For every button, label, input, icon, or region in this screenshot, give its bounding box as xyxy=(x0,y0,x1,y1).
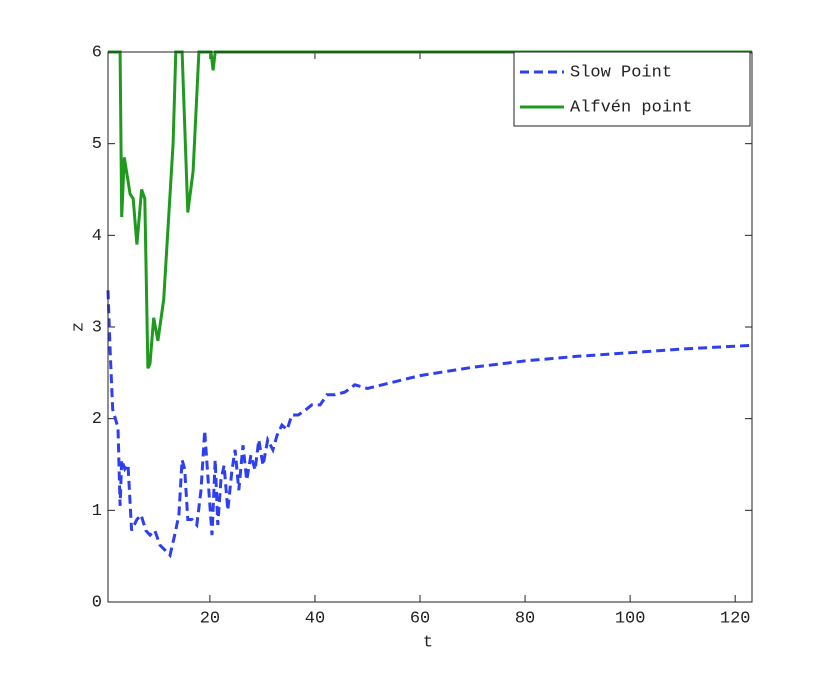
x-tick-label: 20 xyxy=(200,609,220,628)
x-tick-label: 100 xyxy=(615,609,646,628)
x-axis-label: t xyxy=(423,633,433,652)
legend-box xyxy=(513,51,751,127)
y-tick-label: 0 xyxy=(92,593,102,612)
legend-label: Alfvén point xyxy=(570,98,692,117)
y-axis-label: z xyxy=(69,322,88,332)
x-tick-label: 40 xyxy=(305,609,325,628)
x-tick-label: 80 xyxy=(515,609,535,628)
y-tick-label: 6 xyxy=(92,43,102,62)
x-tick-label: 60 xyxy=(410,609,430,628)
plot-frame xyxy=(107,51,753,603)
series-line xyxy=(106,290,753,559)
x-tick-label: 120 xyxy=(720,609,751,628)
y-tick-label: 2 xyxy=(92,410,102,429)
y-tick-label: 4 xyxy=(92,227,102,246)
legend-label: Slow Point xyxy=(570,63,672,82)
y-tick-label: 3 xyxy=(92,318,102,337)
y-tick-label: 5 xyxy=(92,135,102,154)
y-tick-label: 1 xyxy=(92,502,102,521)
